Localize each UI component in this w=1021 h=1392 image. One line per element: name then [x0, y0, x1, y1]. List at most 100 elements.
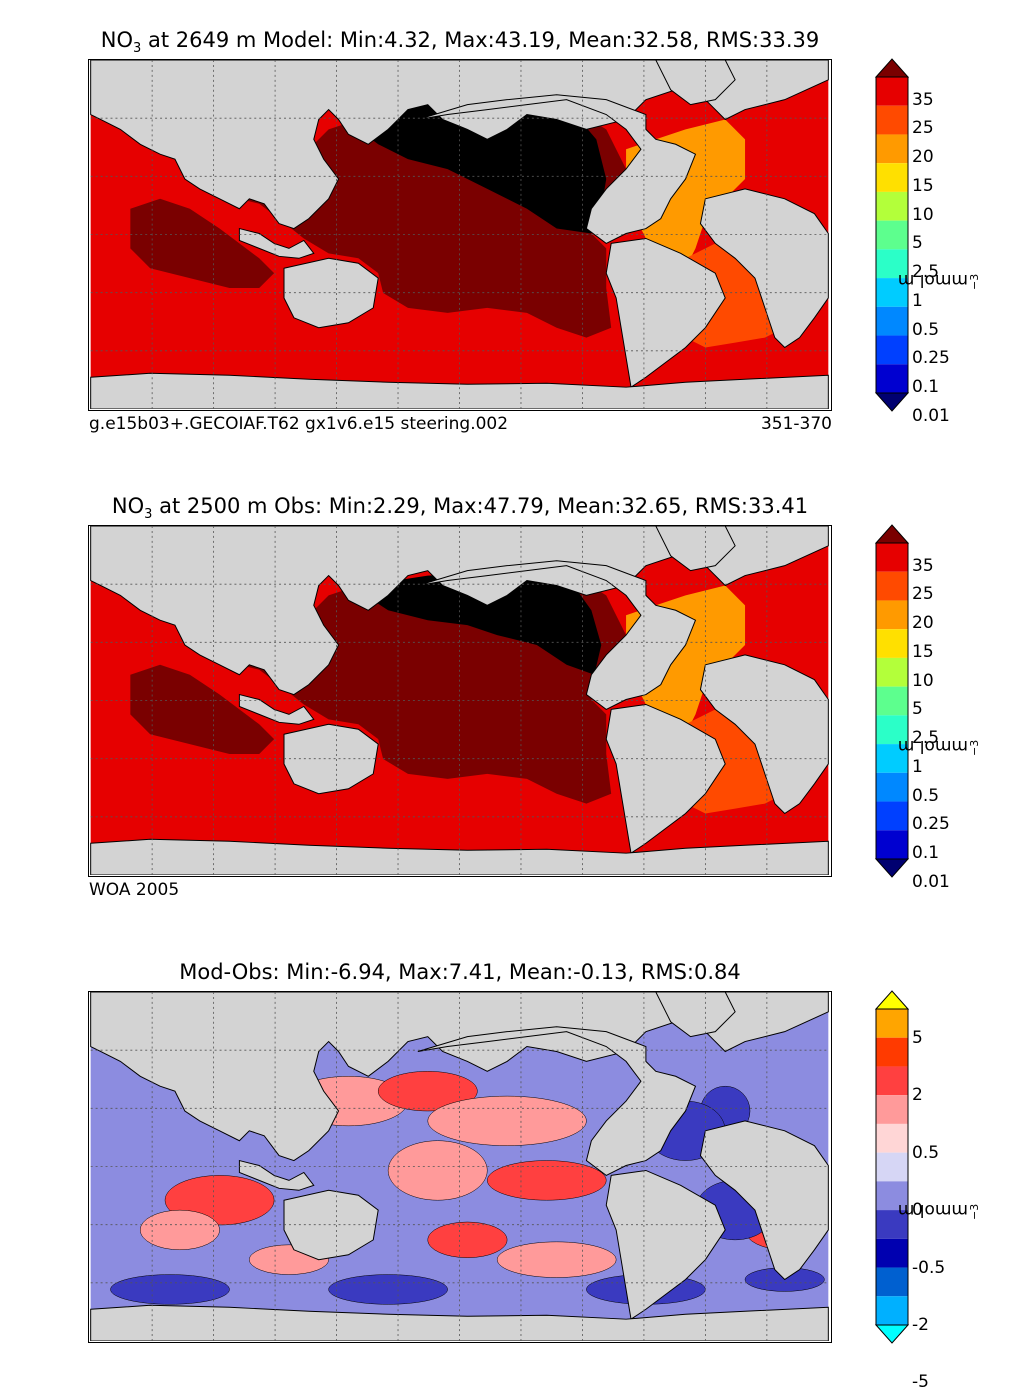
colorbar-segment	[876, 600, 908, 630]
land-americas-n	[417, 560, 697, 711]
title-rest: Mod-Obs: Min:-6.94, Max:7.41, Mean:-0.13…	[179, 960, 741, 984]
colorbar-tick-label: 5	[912, 1027, 923, 1048]
difference-contour-blob	[496, 1241, 617, 1278]
colorbar-tick-label: 25	[912, 118, 934, 139]
colorbar-extend-min	[874, 1324, 910, 1344]
difference-contour-blob	[139, 1209, 220, 1251]
colorbar-tick-label: 0.5	[912, 785, 940, 806]
land-indo	[238, 1159, 315, 1191]
colorbar-segment	[876, 1296, 908, 1325]
unit-base: mmol m	[897, 1200, 968, 1220]
colorbar-tick-label: 35	[912, 89, 934, 110]
land-indo	[238, 693, 315, 725]
colorbar-segment	[876, 657, 908, 687]
colorbar-segment	[876, 686, 908, 716]
colorbar-segment	[876, 1152, 908, 1182]
colorbar-tick-label: 0	[912, 1200, 923, 1221]
map-canvas	[90, 992, 829, 1341]
colorbar-segment	[876, 772, 908, 802]
colorbar-tick-label: 1	[912, 756, 923, 777]
land-europe-asia	[90, 526, 829, 696]
panel-title: NO3 at 2500 m Obs: Min:2.29, Max:47.79, …	[0, 494, 920, 522]
ocean-indian-field	[130, 664, 275, 755]
colorbar-tick-label: 0.1	[912, 843, 940, 863]
colorbar-tick-label: 15	[912, 175, 934, 196]
colorbar-tick-label: 15	[912, 641, 934, 662]
colorbar-tick-label: 0.1	[912, 377, 940, 397]
colorbar-tick-label: 20	[912, 147, 934, 168]
land-americas-s	[605, 703, 726, 855]
title-subscript: 3	[133, 41, 142, 57]
colorbar-tick-label: 5	[912, 233, 923, 254]
map-canvas	[90, 526, 829, 875]
land-australia	[283, 1189, 379, 1261]
footer-dataset-name: WOA 2005	[89, 880, 180, 900]
title-prefix: NO	[111, 494, 145, 518]
colorbar-segment	[876, 278, 908, 307]
difference-contour-blob	[427, 1221, 508, 1258]
colorbar-segment	[876, 1181, 908, 1211]
land-africa	[699, 654, 829, 815]
colorbar-tick-label: 5	[912, 699, 923, 720]
colorbar-tick-label: 1	[912, 290, 923, 311]
colorbar-segment	[876, 1066, 908, 1096]
colorbar-tick-label: 20	[912, 613, 934, 634]
unit-exponent: −3	[968, 739, 981, 756]
colorbar-canvas	[874, 524, 910, 878]
land-australia	[283, 723, 379, 795]
difference-contour-blob	[377, 1071, 478, 1112]
ocean-north-pacific-high-field	[358, 99, 607, 234]
colorbar-segment	[876, 77, 908, 106]
colorbar-segment	[876, 306, 908, 336]
ocean-north-pacific-high-field	[363, 570, 602, 675]
colorbar-segment	[876, 105, 908, 135]
colorbar-tick-label: 25	[912, 584, 934, 605]
colorbar-segment	[876, 163, 908, 192]
colorbar-tick-label: 2	[912, 1085, 923, 1106]
unit-base: mmol m	[897, 270, 968, 290]
colorbar-extend-max	[874, 524, 910, 544]
colorbar-tick-label: -0.5	[912, 1257, 946, 1278]
colorbar-segment	[876, 571, 908, 601]
footer-case-name: g.e15b03+.GECOIAF.T62 gx1v6.e15 steering…	[89, 414, 509, 434]
unit-exponent: −3	[968, 273, 981, 290]
colorbar-segment	[876, 1267, 908, 1297]
colorbar-segment	[876, 191, 908, 221]
map-model	[88, 59, 832, 411]
land-indo	[238, 227, 315, 259]
footer-years: 351-370	[760, 414, 832, 434]
title-rest: at 2500 m Obs: Min:2.29, Max:47.79, Mean…	[152, 494, 809, 518]
land-africa	[699, 188, 829, 349]
land-africa	[699, 1120, 829, 1281]
colorbar-segment	[876, 830, 908, 859]
colorbar-segment	[876, 1123, 908, 1153]
land-australia	[283, 257, 379, 329]
land-americas-n	[417, 94, 697, 245]
colorbar-segment	[876, 1037, 908, 1067]
colorbar-tick-label: 35	[912, 555, 934, 576]
title-rest: at 2649 m Model: Min:4.32, Max:43.19, Me…	[141, 28, 820, 52]
colorbar-tick-label: 2.5	[912, 728, 940, 749]
colorbar-segment	[876, 364, 908, 393]
colorbar-segment	[876, 715, 908, 745]
title-subscript: 3	[144, 507, 153, 523]
colorbar-segment	[876, 744, 908, 773]
land-europe-asia	[90, 60, 829, 230]
colorbar-tick-label: -2	[912, 1315, 929, 1335]
colorbar-extend-min	[874, 392, 910, 412]
colorbar-segment	[876, 1095, 908, 1124]
colorbar-canvas	[874, 990, 910, 1344]
colorbar-tick-label: 0.25	[912, 814, 950, 835]
colorbar-segment	[876, 543, 908, 572]
land-greenland	[655, 992, 736, 1038]
colorbar-extend-max	[874, 990, 910, 1010]
land-greenland	[655, 60, 736, 106]
difference-contour-blob	[328, 1274, 448, 1305]
colorbar-segment	[876, 335, 908, 365]
colorbar	[874, 58, 910, 412]
colorbar-tick-label: 2.5	[912, 262, 940, 283]
land-americas-s	[605, 1169, 726, 1321]
land-americas-s	[605, 237, 726, 389]
colorbar-segment	[876, 1210, 908, 1239]
land-europe-asia	[90, 992, 829, 1162]
